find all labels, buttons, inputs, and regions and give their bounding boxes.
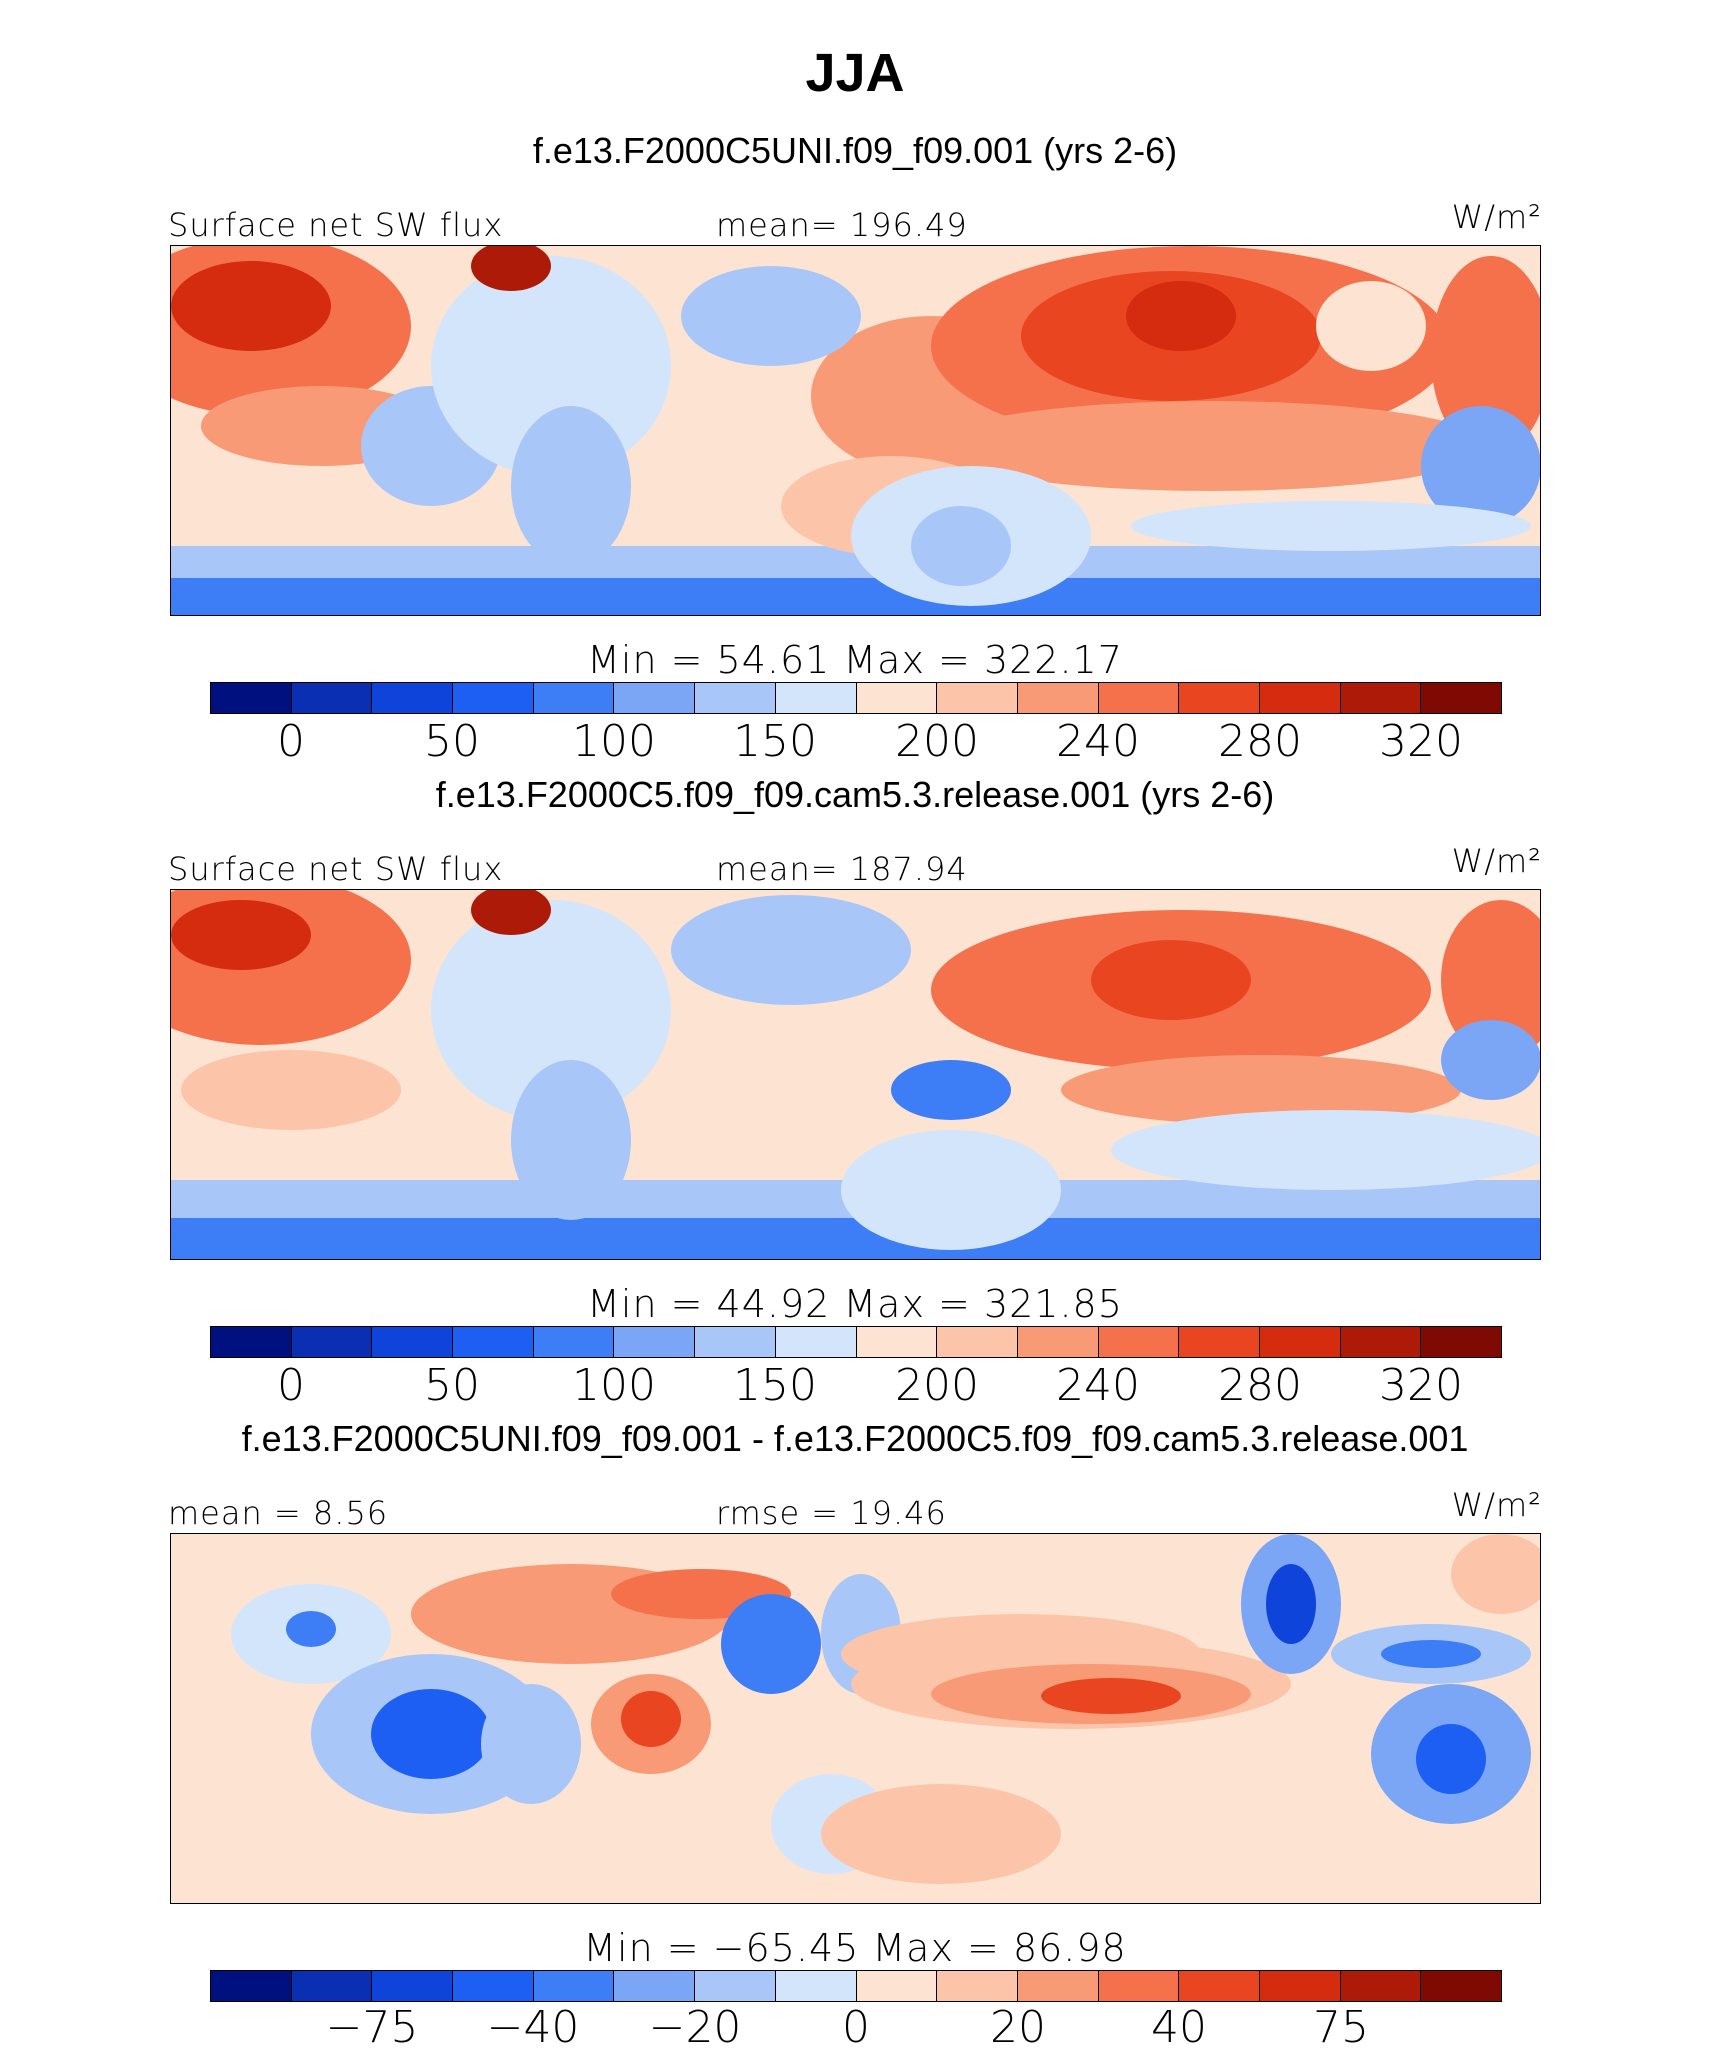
panel-2-colorbar [210, 1326, 1502, 1358]
colorbar-tick-label: 75 [1313, 2002, 1369, 2053]
panel-1-variable-label: Surface net SW flux [168, 206, 504, 244]
colorbar-swatch [856, 683, 938, 713]
colorbar-tick-label: 0 [842, 2002, 870, 2053]
colorbar-swatch [1179, 1327, 1260, 1357]
colorbar-swatch [453, 1971, 534, 2001]
colorbar-tick-label: 280 [1218, 716, 1302, 767]
colorbar-swatch [291, 683, 373, 713]
panel-2-minmax: Min = 44.92 Max = 321.85 [587, 1282, 1123, 1326]
colorbar-tick-label: 0 [277, 716, 305, 767]
panel-1-mean-label: mean= 196.49 [716, 206, 968, 244]
colorbar-tick-label: 200 [895, 716, 979, 767]
panel-2-variable-label: Surface net SW flux [168, 850, 504, 888]
colorbar-swatch [695, 1971, 776, 2001]
colorbar-tick-label: −20 [648, 2002, 742, 2053]
colorbar-swatch [533, 1327, 615, 1357]
colorbar-tick-label: 280 [1218, 1360, 1302, 1411]
colorbar-swatch [937, 1327, 1018, 1357]
panel-2-mean-label: mean= 187.94 [716, 850, 968, 888]
colorbar-swatch [1340, 683, 1422, 713]
colorbar-swatch [695, 683, 776, 713]
colorbar-tick-label: 240 [1056, 1360, 1140, 1411]
colorbar-swatch [372, 1327, 454, 1357]
panel-1-colorbar [210, 682, 1502, 714]
colorbar-tick-label: 320 [1379, 716, 1463, 767]
colorbar-swatch [614, 683, 696, 713]
colorbar-swatch [1421, 1327, 1501, 1357]
colorbar-tick-label: 150 [733, 1360, 817, 1411]
colorbar-swatch [453, 1327, 534, 1357]
colorbar-swatch [775, 1971, 857, 2001]
colorbar-swatch [856, 1971, 938, 2001]
panel-2-map [170, 889, 1541, 1260]
colorbar-swatch [211, 683, 292, 713]
colorbar-swatch [937, 1971, 1018, 2001]
colorbar-swatch [937, 683, 1018, 713]
colorbar-swatch [1179, 1971, 1260, 2001]
colorbar-swatch [1340, 1327, 1422, 1357]
colorbar-tick-label: 20 [990, 2002, 1046, 2053]
panel-1-subtitle: f.e13.F2000C5UNI.f09_f09.001 (yrs 2-6) [532, 130, 1178, 171]
colorbar-tick-label: 200 [895, 1360, 979, 1411]
panel-1-map [170, 245, 1541, 616]
colorbar-tick-label: −75 [325, 2002, 419, 2053]
colorbar-swatch [372, 1971, 454, 2001]
colorbar-swatch [856, 1327, 938, 1357]
panel-1-minmax: Min = 54.61 Max = 322.17 [587, 638, 1123, 682]
colorbar-tick-label: 320 [1379, 1360, 1463, 1411]
colorbar-tick-label: −40 [486, 2002, 580, 2053]
colorbar-swatch [1017, 1971, 1099, 2001]
panel-3-units: W/m² [1451, 1486, 1542, 1524]
panel-3-map [170, 1533, 1541, 1904]
colorbar-swatch [211, 1327, 292, 1357]
colorbar-tick-label: 100 [572, 1360, 656, 1411]
colorbar-swatch [1017, 683, 1099, 713]
colorbar-swatch [453, 683, 534, 713]
colorbar-tick-label: 50 [424, 716, 480, 767]
colorbar-swatch [1098, 1971, 1180, 2001]
colorbar-swatch [775, 1327, 857, 1357]
panel-2-subtitle: f.e13.F2000C5.f09_f09.cam5.3.release.001… [435, 774, 1275, 815]
colorbar-swatch [1421, 683, 1501, 713]
colorbar-swatch [291, 1971, 373, 2001]
colorbar-swatch [1098, 1327, 1180, 1357]
panel-3-subtitle: f.e13.F2000C5UNI.f09_f09.001 - f.e13.F20… [241, 1418, 1469, 1459]
colorbar-swatch [533, 683, 615, 713]
colorbar-swatch [614, 1327, 696, 1357]
colorbar-swatch [211, 1971, 292, 2001]
colorbar-swatch [533, 1971, 615, 2001]
figure-title: JJA [805, 43, 905, 103]
colorbar-tick-label: 40 [1151, 2002, 1207, 2053]
colorbar-swatch [1259, 1971, 1341, 2001]
colorbar-swatch [1259, 683, 1341, 713]
panel-3-minmax: Min = −65.45 Max = 86.98 [583, 1926, 1127, 1970]
colorbar-swatch [1017, 1327, 1099, 1357]
colorbar-tick-label: 100 [572, 716, 656, 767]
colorbar-tick-label: 150 [733, 716, 817, 767]
colorbar-swatch [1098, 683, 1180, 713]
colorbar-swatch [1179, 683, 1260, 713]
colorbar-swatch [291, 1327, 373, 1357]
panel-3-rmse-label: rmse = 19.46 [716, 1494, 947, 1532]
colorbar-swatch [775, 683, 857, 713]
colorbar-swatch [1421, 1971, 1501, 2001]
colorbar-swatch [614, 1971, 696, 2001]
panel-3-colorbar [210, 1970, 1502, 2002]
panel-1-units: W/m² [1451, 198, 1542, 236]
colorbar-swatch [1340, 1971, 1422, 2001]
colorbar-swatch [695, 1327, 776, 1357]
colorbar-tick-label: 0 [277, 1360, 305, 1411]
colorbar-tick-label: 240 [1056, 716, 1140, 767]
panel-3-mean-label: mean = 8.56 [168, 1494, 389, 1532]
colorbar-swatch [372, 683, 454, 713]
panel-2-units: W/m² [1451, 842, 1542, 880]
colorbar-tick-label: 50 [424, 1360, 480, 1411]
colorbar-swatch [1259, 1327, 1341, 1357]
